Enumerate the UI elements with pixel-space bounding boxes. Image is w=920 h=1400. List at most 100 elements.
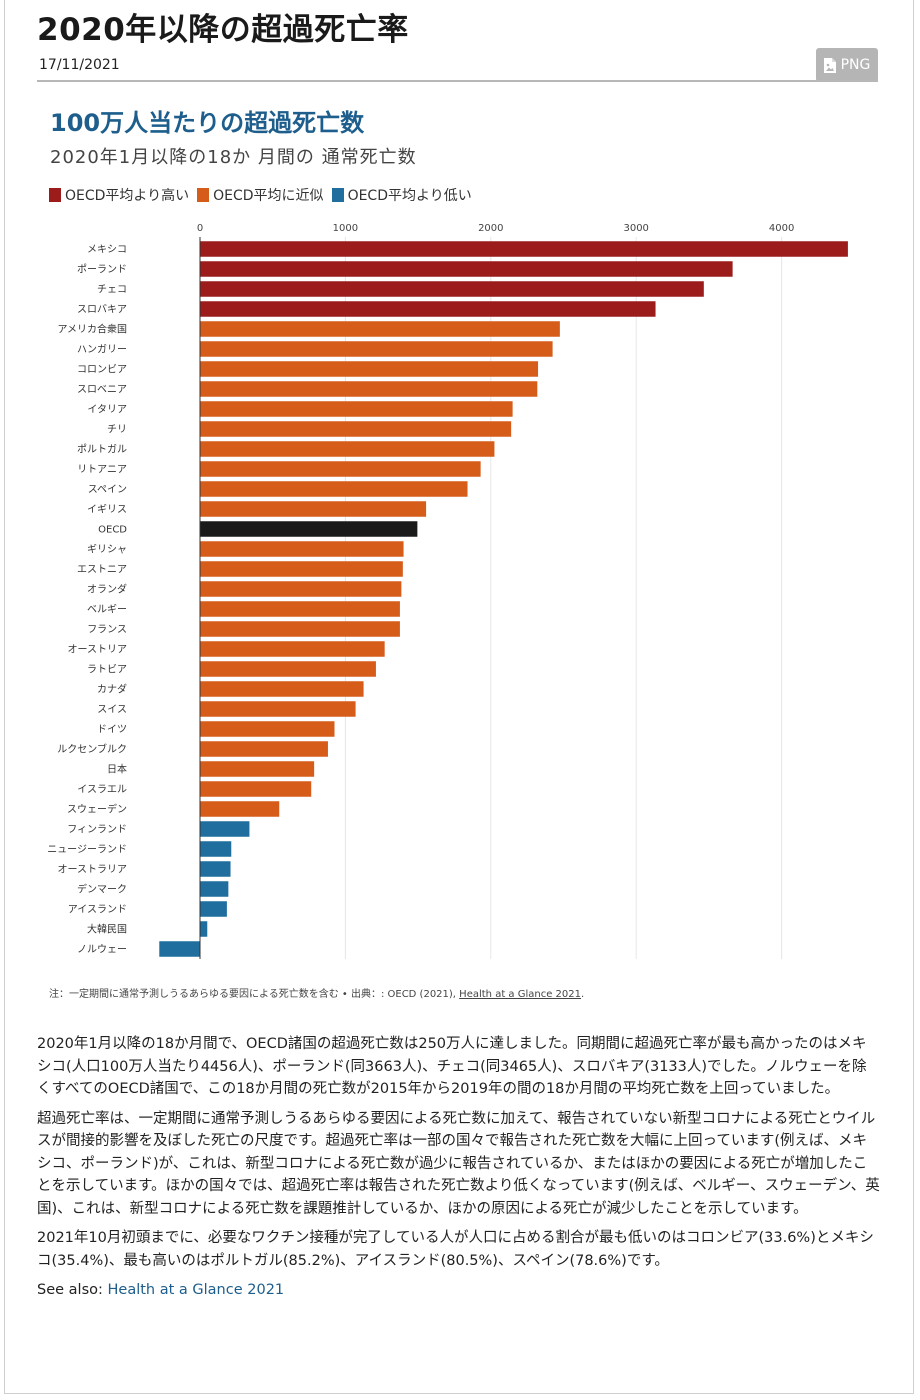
x-tick-label: 2000 [478,223,503,234]
category-label: チリ [107,424,127,436]
category-label: スウェーデン [67,803,127,816]
category-label: デンマーク [77,883,127,896]
category-label: スペイン [88,485,127,496]
page-title: 2020年以降の超過死亡率 [37,12,409,48]
bar [200,281,704,297]
bar [200,681,364,697]
chart-legend: OECD平均より高い OECD平均に近似 OECD平均より低い [49,185,472,205]
bar [200,801,280,817]
bar [200,881,229,897]
chart-title: 100万人当たりの超過死亡数 [50,109,365,137]
category-label: アメリカ合衆国 [58,323,128,336]
category-label: コロンビア [77,364,127,376]
bar [200,781,312,797]
footnote-end: . [581,989,585,1000]
category-label: ハンガリー [77,344,127,356]
see-also: See also: Health at a Glance 2021 [37,1279,880,1302]
category-label: エストニア [77,565,127,576]
category-label: スロバキア [77,304,127,316]
page-date: 17/11/2021 [39,57,120,73]
page-frame [4,0,914,1394]
bar [159,941,200,957]
category-label: スイス [97,705,127,716]
bar [200,561,403,577]
category-label: メキシコ [87,245,127,256]
bar [200,661,376,677]
chart-footnote: 注：一定期間に通常予測しうるあらゆる要因による死亡数を含む • 出典：: OEC… [49,985,584,1000]
bar [200,301,656,317]
bar [200,621,400,637]
category-label: OECD [98,525,127,536]
bar [200,421,512,437]
article-body: 2020年1月以降の18か月間で、OECD諸国の超過死亡数は250万人に達しまし… [37,1033,880,1302]
category-label: ギリシャ [87,544,127,556]
bar [200,761,315,777]
category-label: ベルギー [87,604,127,616]
category-label: チェコ [97,284,127,296]
bar [200,601,400,617]
bar [200,821,250,837]
category-label: イスラエル [77,784,127,796]
see-also-link[interactable]: Health at a Glance 2021 [107,1282,285,1298]
footnote-source-link[interactable]: Health at a Glance 2021 [459,989,581,1000]
bar [200,581,402,597]
body-paragraph-3: 2021年10月初頭までに、必要なワクチン接種が完了している人が人口に占める割合… [37,1230,874,1269]
png-download-button[interactable]: PNG [816,48,878,82]
bar [200,241,848,257]
category-label: ルクセンブルク [57,743,127,756]
bar [200,641,385,657]
category-label: ポルトガル [77,444,127,456]
x-tick-label: 4000 [769,223,794,234]
category-label: アイスランド [68,904,127,916]
category-label: スロベニア [77,384,127,396]
legend-item-below: OECD平均より低い [331,185,472,205]
legend-item-above: OECD平均より高い [49,185,189,205]
bar [200,841,232,857]
bar [200,701,356,717]
category-label: ノルウェー [77,944,127,956]
legend-swatch-below [331,188,344,202]
category-label: カナダ [97,683,127,696]
legend-item-near: OECD平均に近似 [197,185,324,205]
x-tick-label: 0 [197,223,203,234]
legend-label-below: OECD平均より低い [347,188,472,204]
category-label: オーストラリア [58,864,128,876]
bar [200,921,208,937]
bar [200,861,231,877]
bar [200,341,553,357]
chart-subtitle: 2020年1月以降の18か 月間の 通常死亡数 [50,147,417,168]
bar [200,321,560,337]
bar [200,461,481,477]
body-paragraph-2: 超過死亡率は、一定期間に通常予測しうるあらゆる要因による死亡数に加えて、報告され… [37,1110,880,1217]
bar [200,261,733,277]
category-label: オーストリア [68,644,128,656]
bar [200,521,418,537]
see-also-label: See also: [37,1282,108,1298]
category-label: フランス [87,624,127,636]
bar [200,481,468,497]
bar [200,721,335,737]
category-label: 大韓民国 [87,923,127,936]
category-label: オランダ [87,583,127,596]
legend-label-above: OECD平均より高い [65,188,190,204]
x-tick-label: 3000 [623,223,648,234]
footnote-text: 注：一定期間に通常予測しうるあらゆる要因による死亡数を含む • 出典：: OEC… [49,989,460,1000]
category-label: リトアニア [77,465,127,476]
bar [200,541,404,557]
bar [200,741,328,757]
category-label: ラトビア [87,664,127,676]
title-divider [37,80,878,82]
bar [200,361,539,377]
file-image-icon [823,57,836,73]
legend-swatch-near [197,188,210,202]
bar [200,901,227,917]
category-label: ニュージーランド [47,844,127,856]
png-button-label: PNG [840,57,871,73]
category-label: イタリア [87,404,127,416]
legend-label-near: OECD平均に近似 [213,188,324,204]
bar [200,501,427,517]
category-label: ドイツ [97,725,127,736]
bar [200,381,538,397]
body-paragraph-1: 2020年1月以降の18か月間で、OECD諸国の超過死亡数は250万人に達しまし… [37,1036,867,1097]
bar [200,441,495,457]
